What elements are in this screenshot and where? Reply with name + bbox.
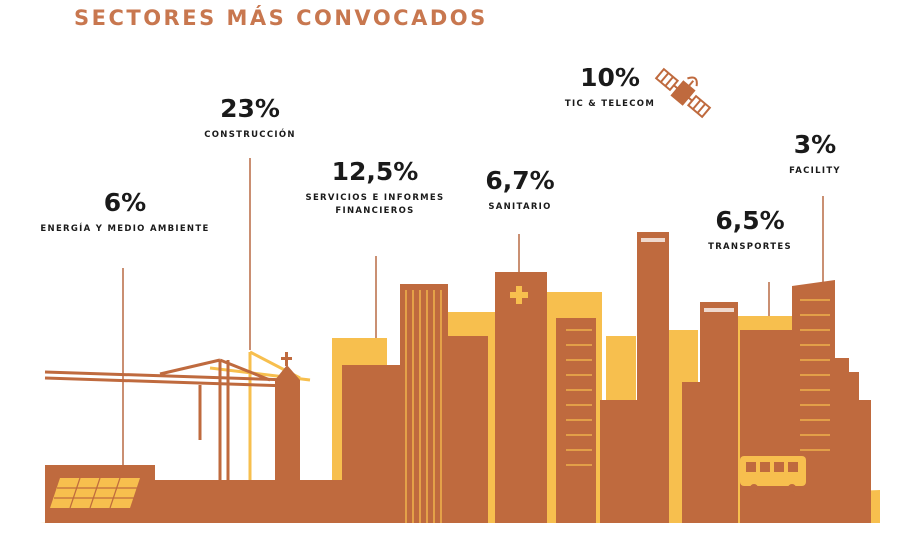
stat-percent: 10% [580, 63, 640, 92]
stat-servicios: 12,5% SERVICIOS E INFORMES FINANCIEROS [295, 158, 455, 218]
stat-label: SANITARIO [488, 202, 552, 212]
stat-transportes: 6,5% TRANSPORTES [695, 207, 805, 254]
stat-percent: 6,5% [715, 206, 785, 235]
stat-label: TIC & TELECOM [564, 99, 656, 109]
stat-label: TRANSPORTES [708, 242, 792, 252]
stat-construccion: 23% CONSTRUCCIÓN [190, 95, 310, 142]
stat-label-line2: FINANCIEROS [335, 206, 415, 216]
satellite-icon [654, 67, 712, 119]
solar-panel [50, 477, 140, 509]
stat-sanitario: 6,7% SANITARIO [465, 167, 575, 214]
stat-label: ENERGÍA Y MEDIO AMBIENTE [40, 224, 210, 234]
stat-energia: 6% ENERGÍA Y MEDIO AMBIENTE [40, 189, 210, 236]
stat-percent: 6,7% [485, 166, 555, 195]
stat-label: SERVICIOS E INFORMES [305, 193, 445, 203]
medical-cross-icon [510, 286, 528, 304]
window-stripes [405, 290, 830, 523]
page-title: SECTORES MÁS CONVOCADOS [74, 6, 488, 30]
stat-label: FACILITY [789, 166, 841, 176]
stat-label-wrap: SERVICIOS E INFORMES FINANCIEROS [295, 192, 455, 218]
stat-percent: 12,5% [331, 157, 419, 186]
bus-icon [740, 456, 806, 492]
stat-facility: 3% FACILITY [765, 131, 865, 178]
stat-percent: 6% [103, 188, 147, 217]
stat-tic: 10% TIC & TELECOM [555, 64, 665, 111]
stat-percent: 3% [793, 130, 837, 159]
crane-brown [44, 358, 291, 500]
stat-label: CONSTRUCCIÓN [204, 130, 296, 140]
stat-percent: 23% [220, 94, 280, 123]
rooftop-highlights [641, 238, 734, 312]
